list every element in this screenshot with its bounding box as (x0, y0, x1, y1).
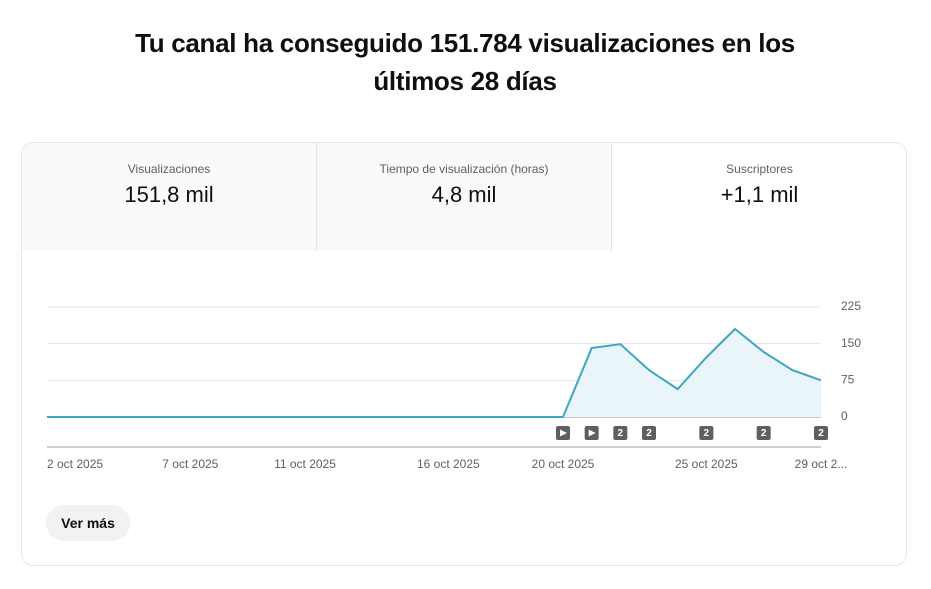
annotation-badge (613, 426, 628, 440)
metric-tab[interactable]: Tiempo de visualización (horas) 4,8 mil (317, 143, 612, 251)
annotation-label: 2 (618, 428, 624, 439)
analytics-card: Visualizaciones 151,8 mil Tiempo de visual… (21, 142, 907, 566)
metric-label: Tiempo de visualización (horas) (379, 162, 549, 176)
play-icon (588, 429, 596, 437)
y-tick-label: 75 (841, 373, 855, 387)
annotation-badge (814, 426, 828, 440)
x-tick-label: 7 oct 2025 (162, 457, 218, 471)
annotation-label: 2 (704, 428, 710, 439)
metric-tab[interactable]: Visualizaciones 151,8 mil (22, 143, 317, 251)
y-tick-label: 0 (841, 409, 848, 423)
annotation[interactable]: 2 (613, 426, 628, 440)
x-tick-label: 2 oct 2025 (47, 457, 103, 471)
area (47, 329, 821, 417)
metric-label: Visualizaciones (127, 162, 211, 176)
annotation[interactable]: 2 (642, 426, 656, 440)
x-tick-label: 25 oct 2025 (675, 457, 738, 471)
annotation[interactable]: 2 (756, 426, 771, 440)
annotation[interactable]: 2 (699, 426, 714, 440)
annotation-label: 2 (818, 428, 824, 439)
annotation-badge (756, 426, 771, 440)
annotation-label: 2 (761, 428, 767, 439)
x-tick-label: 29 oct 2... (795, 457, 848, 471)
play-icon (560, 429, 567, 437)
metric-value: 4,8 mil (431, 182, 497, 207)
metric-value: +1,1 mil (720, 182, 799, 207)
metric-value: 151,8 mil (124, 182, 214, 207)
x-tick-label: 16 oct 2025 (417, 457, 480, 471)
see-more-button[interactable]: Ver más (46, 505, 130, 541)
x-tick-label: 11 oct 2025 (274, 457, 336, 471)
annotation-label: 2 (646, 428, 652, 439)
page-title: Tu canal ha conseguido 151.784 visualiza… (135, 28, 795, 96)
annotation-badge (699, 426, 714, 440)
annotation[interactable]: 2 (814, 426, 828, 440)
metric-tab[interactable]: Suscriptores +1,1 mil (612, 143, 906, 251)
x-tick-label: 20 oct 2025 (532, 457, 595, 471)
y-tick-label: 225 (841, 299, 861, 313)
line (47, 327, 822, 418)
metric-label: Suscriptores (726, 162, 793, 176)
y-tick-label: 150 (841, 336, 861, 350)
annotation-badge (642, 426, 656, 440)
chart: 0 75 150 225 2 oct 2025 7 oct 2025 11 oct 2025… (47, 299, 861, 471)
annotation[interactable] (584, 426, 599, 440)
annotation[interactable] (556, 426, 570, 440)
